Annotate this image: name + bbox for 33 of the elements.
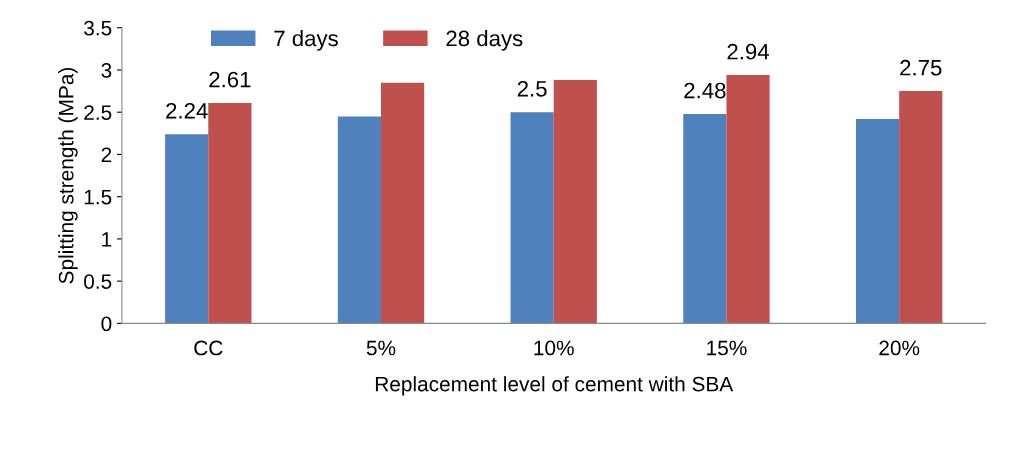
bar [510, 112, 554, 324]
y-tick-label: 2.5 [84, 105, 112, 120]
bar [855, 118, 900, 324]
bar [683, 113, 727, 324]
y-tick-label: 1.5 [84, 189, 112, 205]
data-label: 2.61 [209, 71, 251, 88]
data-label: 2.75 [900, 59, 942, 76]
bar [208, 102, 252, 324]
legend-label: 28 days [446, 29, 523, 51]
y-tick-label: 0 [101, 316, 112, 332]
x-tick-label: CC [194, 340, 223, 356]
data-label: 2.24 [166, 102, 208, 119]
x-tick-label: 15% [707, 340, 747, 356]
bar [165, 134, 209, 324]
y-tick-label: 3 [101, 62, 112, 78]
data-label: 2.48 [684, 82, 726, 99]
y-tick-label: 3.5 [84, 20, 112, 36]
y-axis-title: Splitting strength (MPa) [58, 68, 78, 284]
bar [337, 116, 381, 324]
legend-label: 7 days [274, 29, 338, 51]
bar [553, 80, 597, 324]
bar [381, 82, 425, 324]
x-axis-title: Replacement level of cement with SBA [375, 376, 734, 396]
x-tick-label: 10% [534, 340, 574, 356]
data-label: 2.94 [727, 43, 770, 60]
x-tick-label: 5% [366, 340, 396, 356]
data-label: 2.5 [517, 80, 547, 97]
x-tick-label: 20% [879, 340, 920, 356]
y-tick-label: 2 [101, 147, 112, 162]
y-tick-label: 0.5 [84, 274, 112, 289]
bar [726, 75, 770, 324]
y-tick-label: 1 [102, 232, 112, 247]
bar [899, 91, 943, 324]
